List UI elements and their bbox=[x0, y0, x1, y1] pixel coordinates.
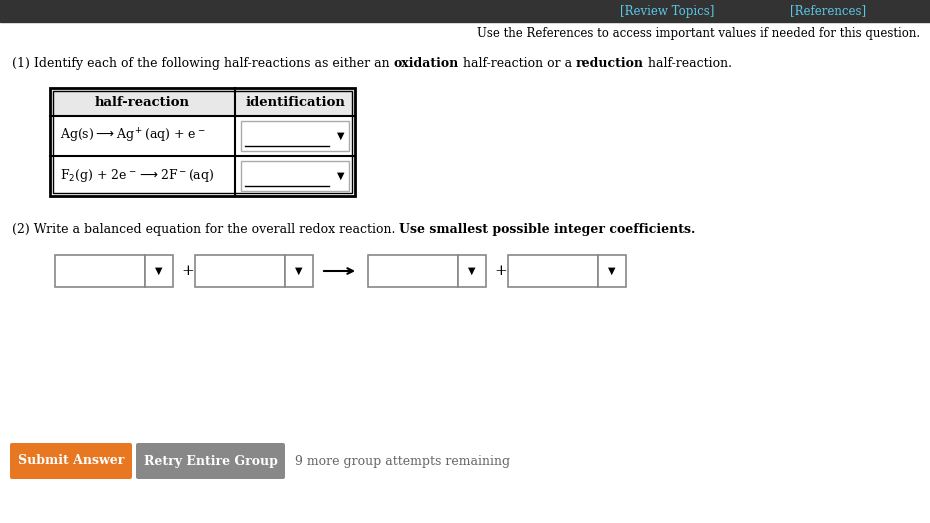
Text: Submit Answer: Submit Answer bbox=[18, 454, 125, 468]
Bar bbox=[368, 255, 458, 287]
FancyBboxPatch shape bbox=[10, 443, 132, 479]
Text: identification: identification bbox=[246, 96, 345, 108]
Text: ▼: ▼ bbox=[338, 171, 345, 181]
Text: Use the References to access important values if needed for this question.: Use the References to access important v… bbox=[477, 27, 920, 40]
Text: 9 more group attempts remaining: 9 more group attempts remaining bbox=[295, 454, 511, 468]
Text: +: + bbox=[494, 264, 507, 278]
Text: ▼: ▼ bbox=[338, 131, 345, 141]
Bar bbox=[53, 91, 352, 193]
Text: F$_2$(g) + 2e$^-$$\longrightarrow$2F$^-$(aq): F$_2$(g) + 2e$^-$$\longrightarrow$2F$^-$… bbox=[60, 167, 214, 185]
Text: reduction: reduction bbox=[576, 57, 644, 70]
Text: [Review Topics]: [Review Topics] bbox=[620, 5, 714, 17]
Text: ▼: ▼ bbox=[295, 266, 303, 276]
Text: half-reaction.: half-reaction. bbox=[644, 57, 732, 70]
Bar bbox=[598, 255, 626, 287]
Text: ▼: ▼ bbox=[608, 266, 616, 276]
Text: oxidation: oxidation bbox=[393, 57, 458, 70]
Bar bbox=[241, 121, 349, 151]
Bar bbox=[508, 255, 598, 287]
Bar bbox=[285, 255, 313, 287]
Text: (1) Identify each of the following half-reactions as either an: (1) Identify each of the following half-… bbox=[12, 57, 393, 70]
Bar bbox=[50, 88, 355, 116]
Text: half-reaction: half-reaction bbox=[95, 96, 190, 108]
Text: half-reaction or a: half-reaction or a bbox=[458, 57, 576, 70]
Text: Ag(s)$\longrightarrow$Ag$^+$(aq) + e$^-$: Ag(s)$\longrightarrow$Ag$^+$(aq) + e$^-$ bbox=[60, 127, 206, 145]
Bar bbox=[50, 88, 355, 196]
Bar bbox=[145, 255, 173, 287]
Text: [References]: [References] bbox=[790, 5, 866, 17]
Text: (2) Write a balanced equation for the overall redox reaction.: (2) Write a balanced equation for the ov… bbox=[12, 223, 399, 236]
Text: Use smallest possible integer coefficients.: Use smallest possible integer coefficien… bbox=[399, 223, 696, 236]
Text: ▼: ▼ bbox=[468, 266, 476, 276]
Text: +: + bbox=[181, 264, 193, 278]
Bar bbox=[55, 255, 145, 287]
Bar bbox=[0, 0, 930, 22]
Text: ▼: ▼ bbox=[155, 266, 163, 276]
FancyBboxPatch shape bbox=[136, 443, 285, 479]
Bar bbox=[458, 255, 486, 287]
Bar bbox=[195, 255, 285, 287]
Text: Retry Entire Group: Retry Entire Group bbox=[143, 454, 277, 468]
Bar bbox=[241, 161, 349, 191]
